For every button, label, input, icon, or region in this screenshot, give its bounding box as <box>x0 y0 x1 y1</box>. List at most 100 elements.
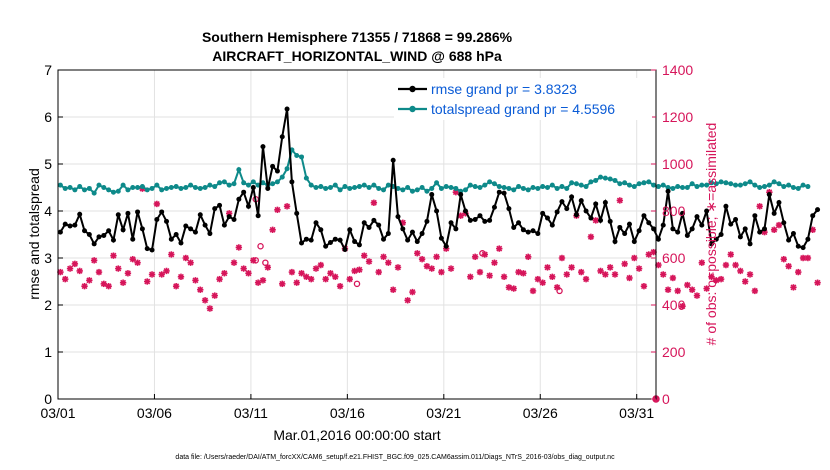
rmse-point <box>62 221 68 227</box>
totalspread-point <box>352 185 358 190</box>
legend-rmse-marker <box>409 85 416 93</box>
totalspread-point <box>212 184 218 190</box>
totalspread-point <box>766 182 772 188</box>
rmse-point <box>448 220 454 226</box>
totalspread-point <box>631 184 637 190</box>
rmse-point <box>294 210 300 216</box>
totalspread-point <box>795 185 801 191</box>
obs-assimilated-point <box>544 264 551 271</box>
obs-asterisk-stroke <box>486 272 493 279</box>
obs-assimilated-point <box>153 200 161 208</box>
totalspread-point <box>491 181 497 187</box>
obs-assimilated-point <box>785 263 792 270</box>
obs-assimilated-point <box>76 267 83 275</box>
obs-asterisk-stroke <box>530 287 536 294</box>
rmse-point <box>217 202 223 208</box>
rmse-point <box>164 218 170 224</box>
rmse-point <box>168 236 174 242</box>
obs-asterisk-stroke <box>380 253 387 260</box>
totalspread-point <box>120 182 126 188</box>
totalspread-point <box>544 185 550 190</box>
rmse-point <box>554 209 560 215</box>
obs-asterisk-stroke <box>558 255 565 261</box>
obs-asterisk-stroke <box>110 252 117 259</box>
data-file-footer: data file: /Users/raeder/DAI/ATM_forcXX/… <box>175 454 615 461</box>
rmse-point <box>463 208 469 214</box>
y-right-tick-label: 400 <box>662 297 686 313</box>
rmse-point <box>110 237 116 243</box>
totalspread-point <box>617 181 623 187</box>
rmse-point <box>665 188 671 194</box>
totalspread-point <box>62 185 68 191</box>
rmse-point <box>506 206 512 212</box>
obs-asterisk-stroke <box>308 276 315 283</box>
chart-title: Southern Hemisphere 71355 / 71868 = 99.2… <box>202 29 513 45</box>
rmse-point <box>212 206 218 212</box>
totalspread-point <box>569 180 575 186</box>
totalspread-point <box>535 185 541 191</box>
totalspread-point <box>598 174 604 180</box>
rmse-point <box>607 218 613 224</box>
obs-asterisk-stroke <box>414 250 421 257</box>
totalspread-point <box>520 185 526 191</box>
obs-assimilated-point <box>365 258 373 265</box>
totalspread-point <box>525 187 531 193</box>
rmse-point <box>540 210 546 216</box>
obs-assimilated-point <box>621 260 628 268</box>
rmse-point <box>467 217 473 223</box>
obs-asterisk-stroke <box>438 269 445 276</box>
rmse-point <box>762 226 768 232</box>
totalspread-point <box>448 185 454 190</box>
rmse-point <box>771 210 777 216</box>
rmse-point <box>72 222 78 228</box>
obs-asterisk-stroke <box>187 259 194 266</box>
rmse-point <box>289 179 295 185</box>
obs-asterisk-stroke <box>457 212 464 219</box>
rmse-point <box>670 226 676 232</box>
obs-assimilated-point <box>327 270 334 277</box>
legend: rmse grand pr = 3.8323 totalspread grand… <box>394 78 652 120</box>
obs-assimilated-point <box>471 253 479 261</box>
rmse-point <box>255 213 261 219</box>
obs-asterisk-stroke <box>419 256 426 263</box>
obs-assimilated-point <box>115 265 122 272</box>
totalspread-point <box>202 185 208 190</box>
obs-possible-point <box>257 242 264 250</box>
totalspread-point <box>622 180 628 186</box>
totalspread-point <box>115 188 121 194</box>
obs-asterisk-stroke <box>385 259 392 266</box>
totalspread-point <box>646 179 652 185</box>
obs-assimilated-point <box>529 287 537 295</box>
rmse-point <box>303 236 309 242</box>
obs-assimilated-point <box>81 283 88 290</box>
rmse-point <box>655 236 661 242</box>
obs-assimilated-point <box>476 268 484 276</box>
obs-assimilated-point <box>428 265 435 272</box>
totalspread-point <box>790 185 796 190</box>
obs-asterisk-stroke <box>264 264 271 271</box>
x-tick-label: 03/06 <box>137 405 172 421</box>
obs-asterisk-stroke <box>395 264 401 271</box>
obs-asterisk-stroke <box>255 279 262 286</box>
obs-asterisk-stroke <box>346 276 353 283</box>
totalspread-point <box>477 185 483 190</box>
rmse-point <box>501 190 507 196</box>
obs-asterisk-stroke <box>202 297 209 304</box>
rmse-point <box>530 228 536 234</box>
totalspread-point <box>757 185 763 190</box>
totalspread-point <box>588 179 594 185</box>
totalspread-point <box>602 175 608 181</box>
totalspread-point <box>164 185 170 191</box>
obs-asterisk-stroke <box>370 199 377 206</box>
obs-asterisk-stroke <box>356 266 363 273</box>
rmse-point <box>477 213 483 219</box>
totalspread-point <box>429 185 435 191</box>
totalspread-point <box>96 182 102 188</box>
rmse-point <box>675 229 681 235</box>
totalspread-point <box>135 185 141 190</box>
obs-asterisk-stroke <box>178 273 184 280</box>
obs-asterisk-stroke <box>684 282 691 288</box>
rmse-point <box>77 211 83 217</box>
obs-asterisk-stroke <box>534 276 541 283</box>
legend-rmse-label: rmse grand pr = 3.8323 <box>431 81 577 97</box>
